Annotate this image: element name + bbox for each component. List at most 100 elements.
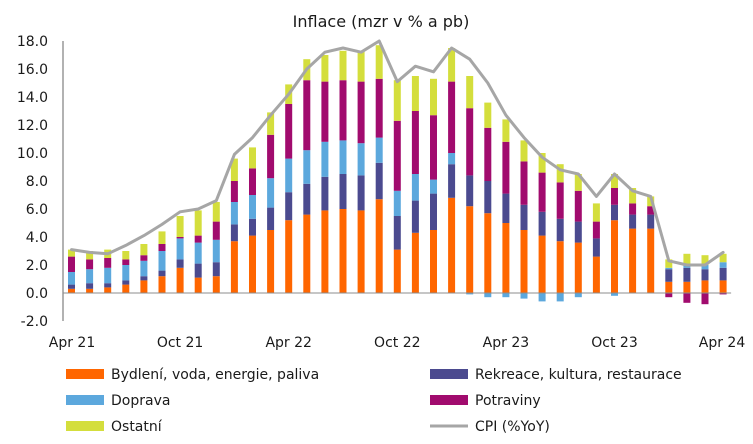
bar-segment bbox=[339, 50, 347, 81]
bar-segment bbox=[357, 143, 365, 176]
bar-segment bbox=[556, 182, 564, 219]
bar-segment bbox=[158, 270, 166, 277]
bar-segment bbox=[611, 204, 618, 221]
bar-segment bbox=[249, 218, 256, 236]
bar-segment bbox=[122, 265, 130, 281]
bar-segment bbox=[538, 211, 546, 236]
bar-segment bbox=[104, 267, 112, 284]
bar-segment bbox=[701, 293, 709, 305]
bar-segment bbox=[230, 224, 238, 242]
bar-segment bbox=[683, 253, 691, 265]
x-tick-label: Apr 23 bbox=[483, 335, 529, 351]
legend-swatch bbox=[66, 369, 104, 379]
bar-segment bbox=[339, 140, 347, 174]
bar-segment bbox=[230, 158, 238, 181]
bar-segment bbox=[375, 162, 383, 200]
bar-segment bbox=[194, 235, 202, 243]
bar-segment bbox=[520, 293, 528, 299]
bar-segment bbox=[574, 242, 582, 293]
bar-segment bbox=[484, 181, 492, 214]
y-tick-label: 18.0 bbox=[17, 34, 48, 50]
bar-segment bbox=[212, 262, 220, 277]
bar-segment bbox=[538, 235, 546, 293]
bar-segment bbox=[719, 280, 727, 293]
bar-segment bbox=[357, 210, 365, 293]
bar-segment bbox=[520, 204, 528, 230]
bar-segment bbox=[611, 174, 618, 188]
bar-segment bbox=[538, 172, 546, 212]
bar-segment bbox=[249, 168, 256, 195]
y-tick-label: 12.0 bbox=[17, 118, 48, 134]
bar-segment bbox=[629, 203, 637, 215]
bar-segment bbox=[411, 111, 419, 174]
bar-segment bbox=[719, 262, 727, 268]
bar-segment bbox=[321, 176, 329, 211]
y-tick-label: 0.0 bbox=[26, 286, 48, 302]
bar-segment bbox=[647, 214, 655, 229]
bar-segment bbox=[393, 216, 401, 250]
legend-label: Doprava bbox=[111, 393, 170, 409]
bar-segment bbox=[140, 276, 148, 281]
bar-segment bbox=[502, 293, 510, 298]
bar-segment bbox=[104, 258, 112, 268]
bar-segment bbox=[86, 259, 94, 270]
legend-label: Rekreace, kultura, restaurace bbox=[475, 367, 682, 383]
y-tick-label: -2.0 bbox=[21, 314, 48, 330]
bar-segment bbox=[574, 293, 582, 298]
bar-segment bbox=[520, 161, 528, 205]
bar-segment bbox=[701, 280, 709, 293]
bar-segment bbox=[339, 80, 347, 141]
bar-segment bbox=[303, 80, 311, 151]
bar-segment bbox=[86, 288, 94, 293]
legend-label: Ostatní bbox=[111, 419, 163, 435]
bar-segment bbox=[321, 81, 329, 142]
bar-segment bbox=[538, 153, 546, 173]
bar-segment bbox=[520, 140, 528, 162]
bar-segment bbox=[68, 256, 75, 272]
bar-segment bbox=[158, 276, 166, 293]
bar-segment bbox=[176, 238, 184, 260]
bar-segment bbox=[665, 281, 673, 293]
bar-segment bbox=[520, 230, 528, 293]
bar-segment bbox=[411, 232, 419, 293]
bar-segment bbox=[701, 255, 709, 265]
x-tick-label: Apr 21 bbox=[49, 335, 95, 351]
bar-segment bbox=[683, 281, 691, 293]
bar-segment bbox=[68, 272, 75, 285]
bar-segment bbox=[122, 259, 130, 265]
bar-segment bbox=[393, 190, 401, 216]
legend-swatch bbox=[66, 421, 104, 431]
bar-segment bbox=[719, 267, 727, 281]
bar-segment bbox=[303, 214, 311, 293]
bar-segment bbox=[574, 221, 582, 243]
bar-segment bbox=[104, 283, 112, 288]
legend-swatch bbox=[66, 395, 104, 405]
bar-segment bbox=[194, 242, 202, 264]
y-tick-label: 10.0 bbox=[17, 146, 48, 162]
bar-segment bbox=[194, 277, 202, 293]
bar-segment bbox=[411, 76, 419, 111]
bar-segment bbox=[140, 244, 148, 256]
bar-segment bbox=[176, 216, 184, 237]
x-tick-label: Oct 21 bbox=[157, 335, 203, 351]
bar-segment bbox=[158, 251, 166, 271]
bar-segment bbox=[556, 241, 564, 293]
cpi-line bbox=[70, 39, 725, 267]
bar-segment bbox=[194, 263, 202, 278]
bar-segment bbox=[448, 153, 456, 165]
bar-segment bbox=[592, 256, 600, 293]
plot-area: 18.016.014.012.010.08.06.04.02.00.0-2.0A… bbox=[17, 34, 746, 351]
bar-segment bbox=[303, 183, 311, 215]
bar-segment bbox=[484, 102, 492, 128]
y-tick-label: 6.0 bbox=[26, 202, 48, 218]
bar-segment bbox=[484, 127, 492, 181]
bar-segment bbox=[285, 192, 293, 221]
bar-segment bbox=[122, 251, 130, 260]
bar-segment bbox=[665, 259, 673, 268]
bar-segment bbox=[267, 230, 275, 293]
y-tick-label: 16.0 bbox=[17, 62, 48, 78]
bar-segment bbox=[267, 207, 275, 230]
bar-segment bbox=[411, 174, 419, 201]
bar-segment bbox=[212, 276, 220, 293]
